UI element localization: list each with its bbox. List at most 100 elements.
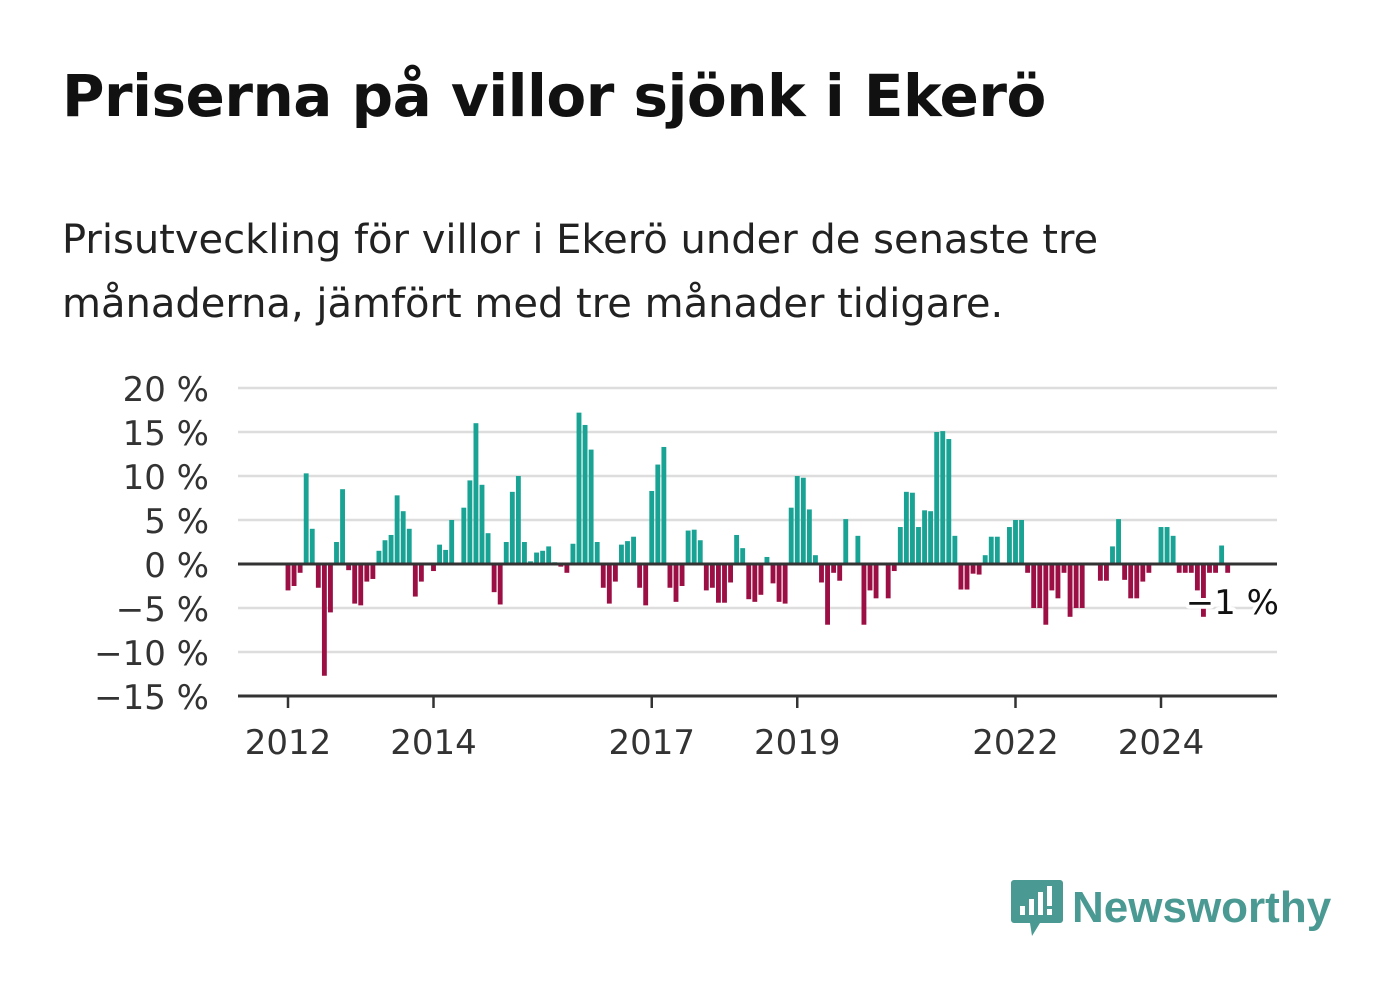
bar	[903, 491, 909, 564]
bar	[873, 564, 879, 599]
bar	[958, 564, 964, 590]
bar	[673, 564, 679, 602]
bar	[285, 564, 291, 591]
bar	[655, 464, 661, 564]
bar	[897, 527, 903, 564]
x-tick-label: 2017	[608, 723, 695, 763]
bar	[297, 564, 303, 573]
bar	[722, 564, 727, 603]
bar	[709, 564, 715, 588]
bar	[1055, 564, 1061, 599]
bar	[885, 564, 891, 599]
bar	[734, 534, 740, 564]
bar	[867, 564, 873, 591]
bar	[740, 548, 746, 564]
bar	[1031, 564, 1037, 608]
bar	[503, 542, 509, 564]
bar	[770, 564, 776, 584]
y-tick-label: 15 %	[123, 414, 209, 454]
bar	[940, 431, 946, 564]
bar	[606, 564, 612, 604]
bar	[1128, 564, 1134, 599]
bar	[534, 552, 539, 564]
bar	[1176, 564, 1182, 573]
bar	[1049, 564, 1055, 591]
bar	[346, 564, 352, 571]
bar	[843, 519, 849, 564]
bar	[952, 535, 958, 564]
bar	[831, 564, 837, 573]
bar	[728, 564, 733, 583]
bar	[1007, 527, 1012, 564]
bar	[467, 480, 473, 564]
y-tick-label: 10 %	[123, 458, 209, 498]
y-tick-label: −10 %	[94, 634, 209, 674]
bar	[758, 564, 764, 595]
y-tick-label: 5 %	[144, 502, 209, 542]
last-value-label: −1 %	[1186, 583, 1279, 623]
bar	[982, 555, 988, 564]
axes	[238, 562, 1277, 698]
bar	[522, 542, 527, 564]
bar	[443, 549, 449, 564]
bar	[600, 564, 606, 588]
bar	[570, 543, 576, 564]
bar	[619, 544, 624, 564]
bar	[988, 536, 994, 564]
bar	[491, 564, 497, 593]
bar	[716, 564, 721, 603]
bar	[497, 564, 503, 605]
bar	[394, 495, 400, 564]
bar	[1043, 564, 1049, 625]
bar	[661, 446, 667, 564]
bar	[861, 564, 867, 625]
bar	[1140, 564, 1146, 582]
bar	[806, 509, 812, 564]
bar	[922, 510, 927, 564]
y-tick-label: −15 %	[94, 678, 209, 718]
bar	[776, 564, 782, 602]
bar	[764, 556, 770, 564]
bar	[388, 534, 394, 564]
bar	[509, 491, 515, 564]
x-tick-label: 2022	[972, 723, 1059, 763]
bar	[679, 564, 685, 586]
bar	[1079, 564, 1085, 608]
bar	[697, 540, 703, 564]
bar	[1104, 564, 1109, 581]
x-tick-label: 2012	[245, 723, 332, 763]
bar	[752, 564, 758, 602]
bars	[285, 412, 1231, 676]
bar	[576, 412, 582, 564]
bar	[855, 535, 861, 564]
bar	[303, 473, 309, 564]
bar	[437, 544, 442, 564]
bar	[1213, 564, 1218, 573]
bar	[891, 564, 897, 572]
bar	[691, 529, 697, 564]
bar	[364, 564, 370, 582]
bar	[328, 564, 333, 613]
brand-name: Newsworthy	[1072, 883, 1332, 932]
bar	[1116, 519, 1121, 564]
bar	[1122, 564, 1128, 580]
bar	[1013, 520, 1018, 564]
bar	[546, 546, 552, 564]
bar	[594, 542, 600, 564]
bar	[309, 528, 315, 564]
y-tick-label: 0 %	[144, 546, 209, 586]
bar	[479, 484, 485, 564]
bar	[800, 477, 806, 564]
bar	[358, 564, 364, 606]
bar	[334, 542, 339, 564]
bar	[431, 564, 436, 572]
bar	[976, 564, 982, 575]
bar	[813, 555, 818, 564]
bar	[582, 424, 588, 564]
bar	[382, 540, 388, 564]
x-tick-label: 2014	[390, 723, 477, 763]
bar	[746, 564, 752, 600]
bar	[1182, 564, 1188, 573]
bar	[649, 490, 655, 564]
bar	[667, 564, 673, 588]
